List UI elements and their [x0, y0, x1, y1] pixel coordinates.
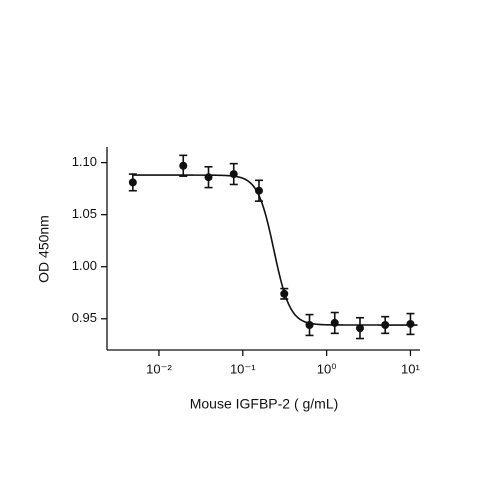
point — [330, 318, 339, 327]
x-axis-label: Mouse IGFBP-2 ( g/mL) — [190, 396, 339, 412]
point — [229, 170, 238, 179]
point — [355, 324, 364, 333]
point — [204, 173, 213, 182]
point — [381, 321, 390, 330]
point — [406, 319, 415, 328]
y-axis-label: OD 450nm — [36, 215, 52, 283]
point — [179, 161, 188, 170]
point — [305, 321, 314, 330]
y-tick-label: 0.95 — [72, 310, 97, 325]
y-tick-label: 1.00 — [72, 258, 97, 273]
x-tick-label: 10⁻¹ — [230, 361, 256, 376]
fit-curve — [132, 174, 418, 326]
x-tick-label: 10¹ — [401, 361, 420, 376]
x-tick-label: 10⁻² — [146, 361, 172, 376]
point — [254, 186, 263, 195]
point — [280, 289, 289, 298]
y-tick-label: 1.05 — [72, 206, 97, 221]
point — [128, 178, 137, 187]
x-tick-label: 10⁰ — [317, 361, 337, 376]
y-tick-label: 1.10 — [72, 154, 97, 169]
